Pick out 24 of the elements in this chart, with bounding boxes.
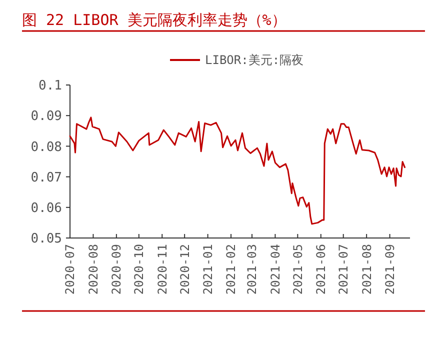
y-tick-label: 0.05: [30, 232, 62, 247]
y-tick-label: 0.09: [30, 109, 62, 124]
x-tick-label: 2021-06: [314, 244, 328, 295]
y-tick-label: 0.1: [38, 78, 62, 94]
x-tick-label: 2020-10: [132, 244, 146, 295]
x-tick-label: 2021-04: [268, 244, 282, 295]
x-tick-label: 2020-11: [155, 244, 170, 295]
x-tick-label: 2020-09: [110, 244, 124, 295]
chart-title: 图 22 LIBOR 美元隔夜利率走势（%）: [22, 11, 286, 29]
x-tick-label: 2020-12: [178, 244, 192, 295]
x-tick-label: 2020-07: [63, 244, 78, 295]
x-tick-label: 2020-08: [86, 244, 100, 295]
x-tick-label: 2021-07: [336, 244, 351, 295]
y-tick-label: 0.08: [30, 140, 62, 155]
x-tick-label: 2021-09: [382, 244, 397, 295]
x-tick-label: 2021-08: [360, 244, 374, 295]
line-series: [69, 116, 406, 225]
x-tick-label: 2021-01: [200, 244, 215, 295]
legend-label: LIBOR:美元:隔夜: [205, 53, 304, 68]
y-tick-label: 0.06: [30, 200, 62, 216]
x-tick-label: 2021-02: [224, 244, 238, 295]
x-tick-label: 2021-05: [290, 244, 305, 295]
x-tick-label: 2021-03: [245, 244, 260, 295]
y-tick-label: 0.07: [30, 170, 62, 186]
